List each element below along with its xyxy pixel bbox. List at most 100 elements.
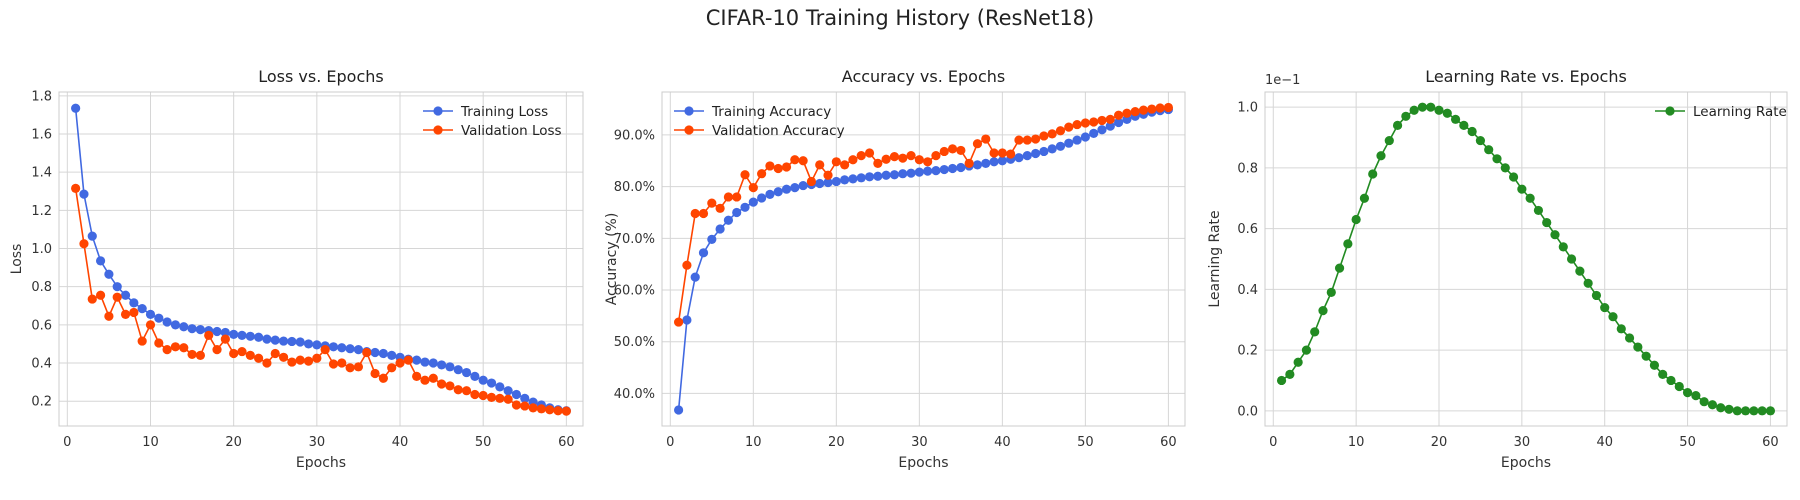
data-point: [1674, 381, 1684, 392]
x-tick-label: 10: [745, 435, 762, 450]
data-point: [1691, 391, 1701, 401]
data-point: [212, 345, 222, 355]
x-tick-label: 60: [558, 435, 575, 450]
data-point: [1716, 403, 1726, 413]
data-point: [1699, 397, 1709, 407]
x-tick-label: 50: [1077, 435, 1094, 450]
data-point: [682, 260, 692, 270]
data-point: [1310, 327, 1320, 337]
data-point: [1583, 278, 1593, 288]
data-point: [1105, 114, 1115, 125]
data-point: [154, 313, 164, 323]
data-point: [989, 157, 999, 167]
series-line: [74, 188, 567, 412]
x-tick-label: 0: [1269, 435, 1277, 450]
y-axis-label: Accuracy (%): [604, 213, 620, 306]
data-point: [773, 187, 783, 197]
chart-panel-2: 0 10 20 30 40 50 60 40.0% 50.0% 60.0% 70.0% 80.0% 90…: [604, 67, 1186, 471]
data-point: [1047, 129, 1057, 139]
data-point: [1558, 242, 1568, 252]
data-point: [1740, 406, 1751, 416]
data-point: [1450, 114, 1461, 124]
data-point: [420, 375, 430, 385]
data-point: [437, 379, 447, 389]
data-point: [387, 350, 397, 360]
x-tick-label: 0: [666, 435, 674, 450]
data-point: [478, 375, 488, 385]
data-point: [898, 169, 908, 179]
data-point: [674, 317, 684, 327]
data-point: [1326, 287, 1336, 297]
data-point: [295, 337, 305, 347]
data-point: [1376, 151, 1386, 161]
data-point: [1039, 146, 1049, 157]
data-point: [931, 165, 941, 176]
data-point: [931, 150, 941, 161]
data-point: [1105, 121, 1115, 131]
legend-marker: [433, 125, 443, 135]
x-tick-label: 20: [225, 435, 242, 450]
data-point: [278, 352, 289, 362]
y-tick-label: 1.6: [31, 127, 52, 142]
data-point: [461, 386, 472, 396]
data-point: [187, 349, 197, 360]
data-point: [1682, 388, 1693, 398]
data-point: [1064, 138, 1074, 148]
data-point: [923, 157, 933, 167]
legend-marker: [1665, 106, 1675, 116]
data-point: [1155, 103, 1165, 113]
data-point: [1276, 375, 1287, 386]
data-point: [95, 256, 106, 266]
data-point: [740, 202, 750, 212]
data-point: [1533, 205, 1544, 216]
data-point: [1500, 163, 1510, 173]
data-point: [1022, 135, 1032, 145]
data-point: [1055, 126, 1066, 136]
data-point: [1724, 404, 1734, 414]
data-point: [545, 405, 555, 415]
data-point: [881, 170, 891, 180]
data-point: [823, 177, 833, 188]
data-point: [707, 234, 717, 244]
data-point: [815, 160, 825, 170]
data-point: [461, 367, 472, 378]
data-point: [295, 355, 305, 365]
chart-title: Accuracy vs. Epochs: [842, 67, 1005, 86]
legend: Training Loss Validation Loss: [423, 104, 562, 139]
data-point: [220, 334, 230, 344]
data-point: [154, 338, 164, 348]
data-point: [470, 371, 480, 381]
data-point: [682, 315, 692, 325]
y-tick-label: 0.4: [1237, 283, 1258, 298]
data-point: [848, 155, 858, 165]
data-point: [765, 161, 775, 171]
data-point: [112, 292, 122, 302]
data-point: [1072, 135, 1082, 145]
data-point: [1014, 135, 1024, 145]
data-point: [898, 153, 908, 163]
y-tick-label: 1.8: [31, 89, 52, 104]
data-point: [781, 184, 792, 194]
data-point: [1442, 108, 1452, 118]
y-scale-label: 1e−1: [1265, 73, 1300, 88]
data-point: [412, 371, 422, 381]
y-tick-label: 1.4: [31, 166, 52, 181]
data-point: [1575, 266, 1585, 276]
data-point: [370, 347, 380, 358]
data-point: [1616, 324, 1626, 334]
data-point: [395, 358, 405, 368]
data-point: [823, 170, 833, 180]
data-point: [831, 176, 841, 187]
data-point: [1039, 131, 1049, 141]
data-point: [1649, 360, 1660, 370]
data-point: [270, 335, 280, 345]
x-tick-label: 40: [392, 435, 409, 450]
data-point: [1459, 120, 1469, 130]
data-point: [856, 173, 866, 183]
data-point: [914, 167, 924, 177]
data-point: [732, 207, 742, 218]
data-point: [137, 304, 147, 314]
data-point: [972, 139, 983, 149]
data-point: [1285, 369, 1295, 379]
